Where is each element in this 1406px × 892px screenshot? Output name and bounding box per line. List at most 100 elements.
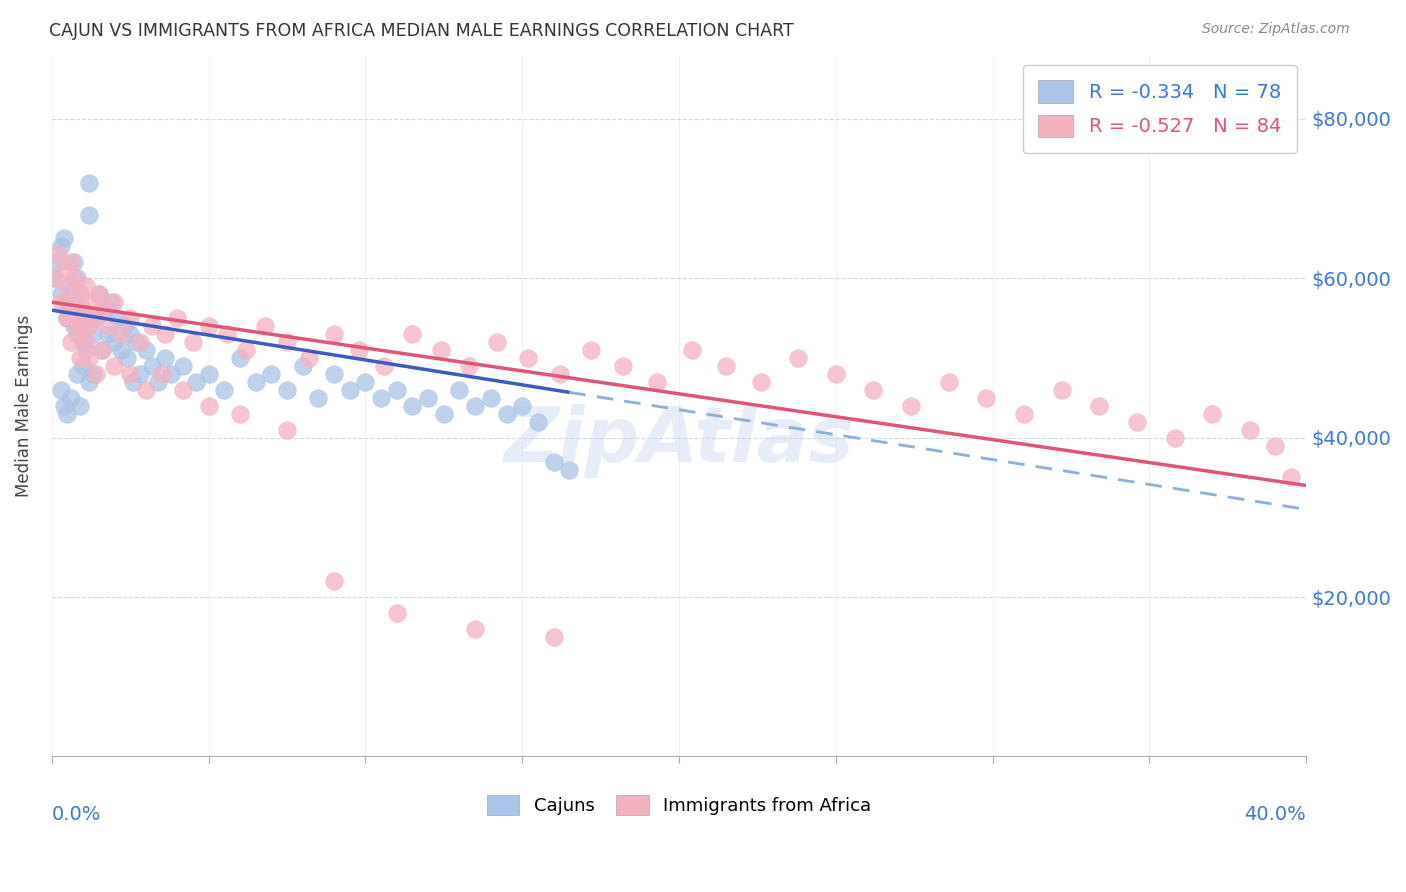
Point bbox=[276, 334, 298, 349]
Point bbox=[59, 334, 82, 349]
Point bbox=[62, 319, 84, 334]
Point bbox=[66, 311, 89, 326]
Point bbox=[97, 326, 120, 341]
Point bbox=[135, 343, 157, 357]
Point bbox=[66, 326, 89, 341]
Point bbox=[122, 375, 145, 389]
Point bbox=[150, 367, 173, 381]
Point bbox=[46, 255, 69, 269]
Point bbox=[212, 383, 235, 397]
Point bbox=[373, 359, 395, 373]
Point bbox=[128, 334, 150, 349]
Point bbox=[181, 334, 204, 349]
Point bbox=[527, 415, 550, 429]
Point bbox=[1088, 399, 1111, 413]
Point bbox=[103, 359, 125, 373]
Point bbox=[323, 574, 346, 588]
Point bbox=[229, 351, 252, 365]
Point bbox=[56, 407, 79, 421]
Point bbox=[1264, 439, 1286, 453]
Point bbox=[385, 606, 408, 620]
Point bbox=[100, 295, 122, 310]
Text: ZipAtlas: ZipAtlas bbox=[503, 404, 855, 478]
Point bbox=[79, 375, 101, 389]
Point bbox=[229, 407, 252, 421]
Text: CAJUN VS IMMIGRANTS FROM AFRICA MEDIAN MALE EARNINGS CORRELATION CHART: CAJUN VS IMMIGRANTS FROM AFRICA MEDIAN M… bbox=[49, 22, 794, 40]
Point bbox=[69, 287, 91, 301]
Point bbox=[49, 287, 72, 301]
Point bbox=[457, 359, 479, 373]
Text: 40.0%: 40.0% bbox=[1244, 805, 1306, 824]
Point bbox=[82, 367, 104, 381]
Point bbox=[72, 303, 94, 318]
Point bbox=[354, 375, 377, 389]
Point bbox=[449, 383, 471, 397]
Point bbox=[49, 239, 72, 253]
Point bbox=[125, 334, 148, 349]
Point bbox=[72, 359, 94, 373]
Point bbox=[172, 383, 194, 397]
Point bbox=[72, 334, 94, 349]
Point bbox=[62, 311, 84, 326]
Point bbox=[49, 295, 72, 310]
Point bbox=[128, 367, 150, 381]
Point bbox=[59, 295, 82, 310]
Point bbox=[824, 367, 846, 381]
Point bbox=[44, 271, 66, 285]
Point bbox=[141, 359, 163, 373]
Point bbox=[517, 351, 540, 365]
Point bbox=[486, 334, 509, 349]
Point bbox=[90, 343, 112, 357]
Point bbox=[1163, 431, 1185, 445]
Point bbox=[401, 399, 423, 413]
Point bbox=[291, 359, 314, 373]
Point bbox=[548, 367, 571, 381]
Point bbox=[120, 326, 142, 341]
Point bbox=[72, 303, 94, 318]
Point bbox=[53, 231, 76, 245]
Point bbox=[253, 319, 276, 334]
Point bbox=[79, 207, 101, 221]
Point bbox=[82, 295, 104, 310]
Point bbox=[56, 311, 79, 326]
Point bbox=[84, 367, 107, 381]
Point bbox=[260, 367, 283, 381]
Point bbox=[135, 383, 157, 397]
Point bbox=[433, 407, 456, 421]
Point bbox=[62, 295, 84, 310]
Point bbox=[103, 334, 125, 349]
Point bbox=[79, 351, 101, 365]
Point bbox=[235, 343, 257, 357]
Text: Source: ZipAtlas.com: Source: ZipAtlas.com bbox=[1202, 22, 1350, 37]
Point bbox=[75, 311, 97, 326]
Point bbox=[184, 375, 207, 389]
Point bbox=[416, 391, 439, 405]
Point bbox=[510, 399, 533, 413]
Point bbox=[1012, 407, 1035, 421]
Point bbox=[56, 295, 79, 310]
Point bbox=[495, 407, 517, 421]
Point bbox=[579, 343, 602, 357]
Point bbox=[787, 351, 810, 365]
Point bbox=[1126, 415, 1149, 429]
Point bbox=[59, 255, 82, 269]
Point bbox=[298, 351, 321, 365]
Point bbox=[66, 319, 89, 334]
Point bbox=[84, 311, 107, 326]
Point bbox=[90, 303, 112, 318]
Point bbox=[197, 367, 219, 381]
Point bbox=[97, 319, 120, 334]
Point bbox=[749, 375, 772, 389]
Point bbox=[75, 334, 97, 349]
Point bbox=[166, 311, 188, 326]
Point bbox=[385, 383, 408, 397]
Point bbox=[153, 326, 176, 341]
Point bbox=[148, 375, 170, 389]
Point bbox=[53, 399, 76, 413]
Point bbox=[938, 375, 960, 389]
Point bbox=[141, 319, 163, 334]
Point bbox=[79, 176, 101, 190]
Point bbox=[75, 279, 97, 293]
Point bbox=[82, 326, 104, 341]
Point bbox=[107, 311, 129, 326]
